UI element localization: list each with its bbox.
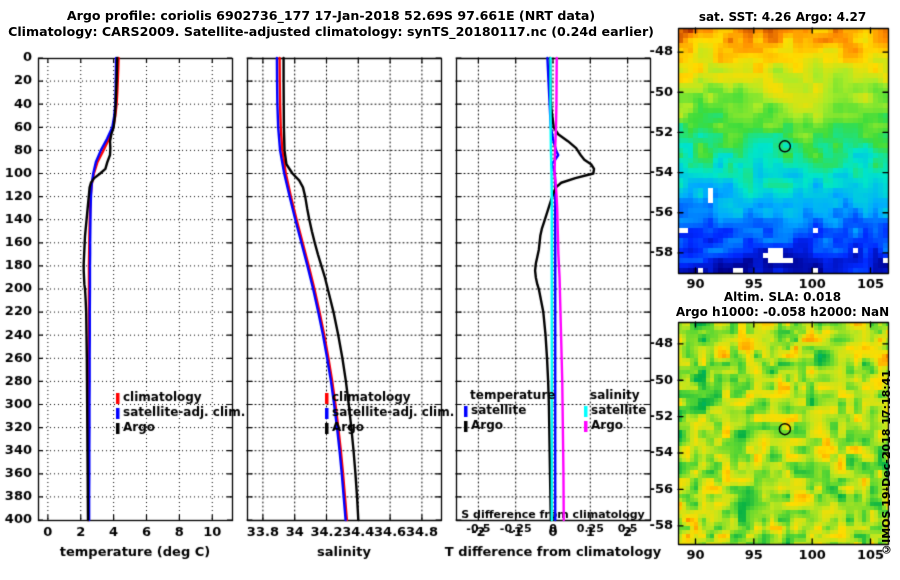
title-line-2: Climatology: CARS2009. Satellite-adjuste… [8, 24, 654, 39]
imos-credit: ©IMOS 19-Dec-2018 17:18:41 [880, 370, 893, 556]
sst-map-title: sat. SST: 4.26 Argo: 4.27 [698, 10, 867, 24]
sla-map-title-line-2: Argo h1000: -0.058 h2000: NaN [675, 305, 890, 319]
figure-title: Argo profile: coriolis 6902736_177 17-Ja… [0, 8, 662, 40]
title-line-1: Argo profile: coriolis 6902736_177 17-Ja… [66, 8, 596, 23]
sla-map-title-line-1: Altim. SLA: 0.018 [723, 290, 842, 304]
